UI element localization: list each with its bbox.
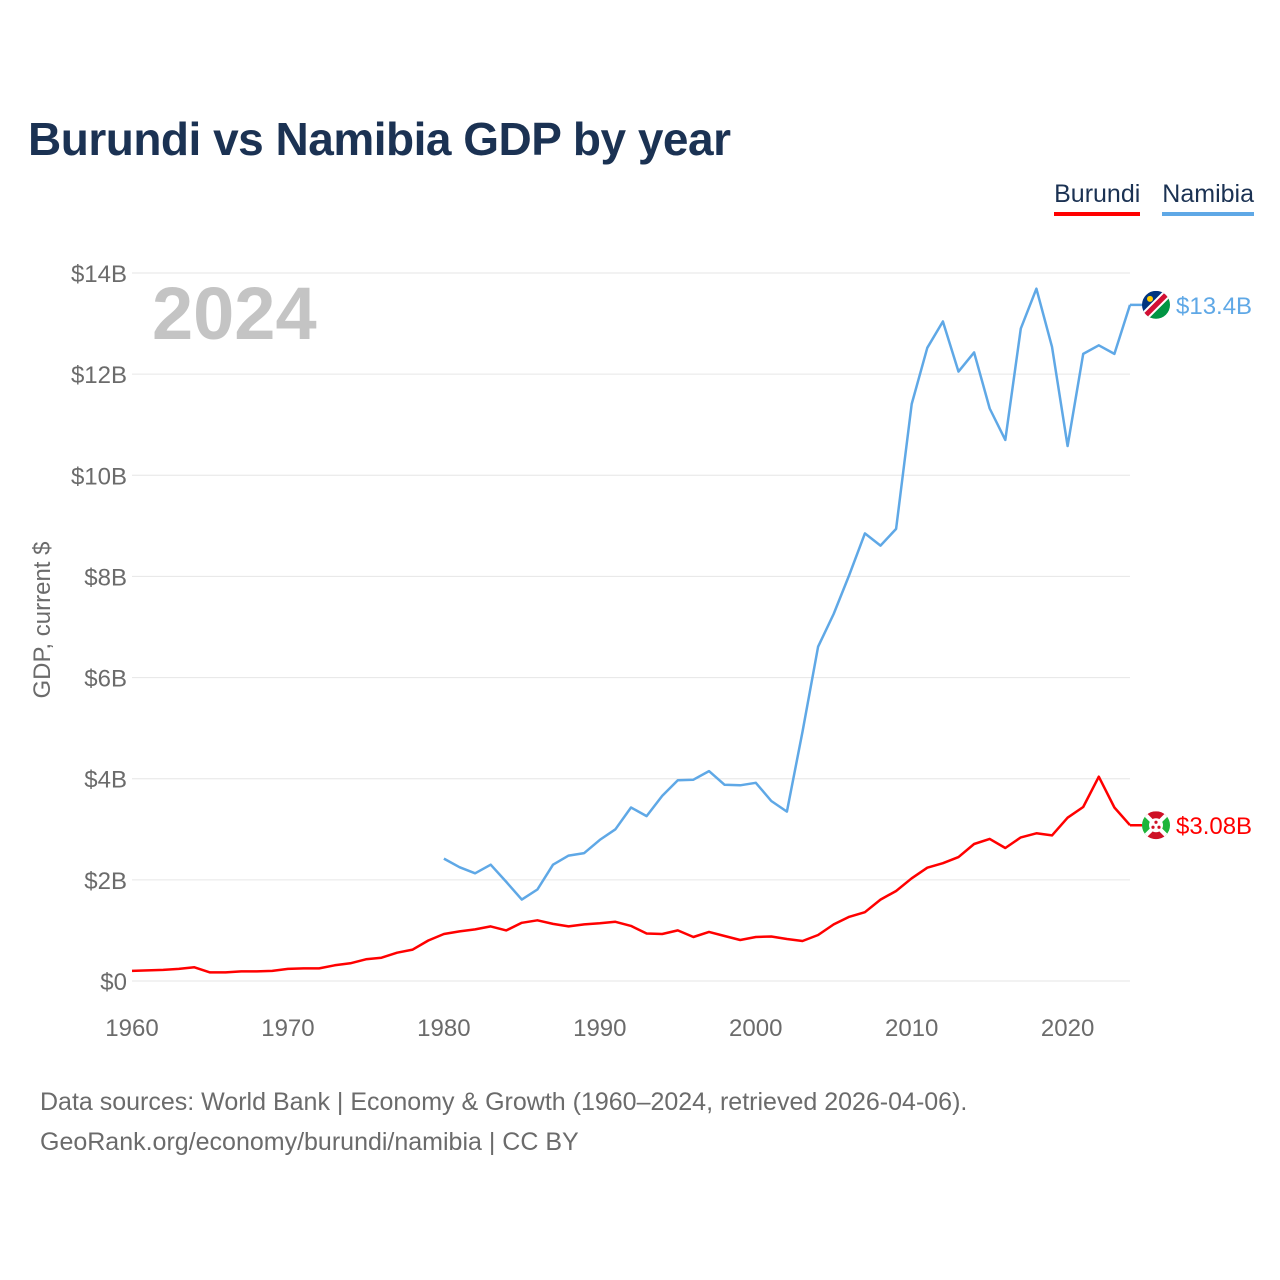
footer: Data sources: World Bank | Economy & Gro…: [40, 1082, 967, 1162]
y-tick-label: $12B: [71, 362, 127, 389]
end-markers: $3.08B $13.4B: [1130, 290, 1252, 840]
gridlines: [132, 272, 1130, 982]
y-tick-label: $0: [100, 969, 127, 996]
y-tick-label: $6B: [84, 666, 127, 693]
gdp-line-chart: $0$2B$4B$6B$8B$10B$12B$14B 1960 1970 1980 1…: [29, 261, 1252, 1042]
x-tick-label: 1970: [261, 1015, 314, 1042]
y-axis-label: GDP, current $: [29, 542, 56, 699]
x-tick-label: 1960: [105, 1015, 158, 1042]
y-tick-label: $10B: [71, 463, 127, 490]
series-line-burundi: [131, 775, 1131, 974]
x-tick-label: 2010: [885, 1015, 938, 1042]
end-value-label-namibia: $13.4B: [1176, 293, 1252, 320]
series-line-namibia: [443, 287, 1132, 901]
y-axis-ticks: $0 $2B $4B $6B $8B $10B $12B $14B: [71, 261, 127, 996]
legend: Burundi Namibia: [1054, 180, 1254, 216]
x-axis-ticks: 1960 1970 1980 1990 2000 2010 2020: [105, 1015, 1094, 1042]
legend-item-namibia[interactable]: Namibia: [1162, 180, 1254, 216]
end-value-label-burundi: $3.08B: [1176, 813, 1252, 840]
footer-source: Data sources: World Bank | Economy & Gro…: [40, 1088, 968, 1116]
year-watermark: 2024: [152, 272, 317, 355]
x-tick-label: 2020: [1041, 1015, 1094, 1042]
legend-item-burundi[interactable]: Burundi: [1054, 180, 1141, 216]
namibia-flag-icon: [1142, 290, 1170, 319]
y-tick-label: $2B: [84, 868, 127, 895]
x-tick-label: 2000: [729, 1015, 782, 1042]
x-tick-label: 1990: [573, 1015, 626, 1042]
series-lines: [131, 287, 1132, 974]
y-tick-label: $8B: [84, 564, 127, 591]
y-tick-label: $14B: [71, 261, 127, 288]
footer-link[interactable]: GeoRank.org/economy/burundi/namibia | CC…: [40, 1128, 579, 1156]
burundi-flag-icon: [1142, 811, 1170, 840]
x-tick-label: 1980: [417, 1015, 470, 1042]
chart-title: Burundi vs Namibia GDP by year: [28, 113, 731, 165]
y-tick-label: $4B: [84, 767, 127, 794]
